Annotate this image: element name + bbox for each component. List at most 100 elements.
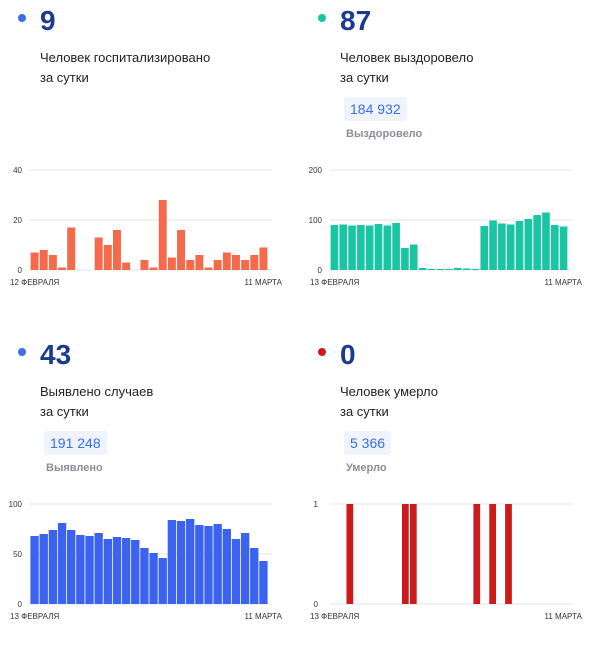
chart-bar xyxy=(418,268,427,270)
chart-bar xyxy=(204,526,213,604)
deaths-total-badge: 5 366 xyxy=(344,431,392,455)
chart-bar xyxy=(471,269,480,270)
chart-bar xyxy=(213,260,222,270)
x-end-label: 11 МАРТА xyxy=(245,612,283,621)
chart-bar xyxy=(348,225,356,270)
chart-bar xyxy=(402,504,409,604)
chart-bar xyxy=(259,247,268,270)
recovered-desc-line2: за сутки xyxy=(340,70,389,85)
chart-bar xyxy=(240,533,250,604)
cases-value: 43 xyxy=(40,339,72,370)
x-start-label: 13 ФЕВРАЛЯ xyxy=(310,612,359,621)
cases-desc-line1: Выявлено случаев xyxy=(40,384,154,399)
chart-bar xyxy=(409,504,417,604)
chart-bar xyxy=(112,537,122,604)
chart-bar xyxy=(176,521,186,604)
chart-bar xyxy=(401,248,409,270)
chart-bar xyxy=(195,255,204,270)
x-end-label: 11 МАРТА xyxy=(245,278,283,287)
chart-bar xyxy=(231,255,240,270)
chart-bar xyxy=(259,561,268,604)
y-tick-label: 1 xyxy=(314,500,319,509)
chart-bar xyxy=(158,200,167,270)
cases-desc-line2: за сутки xyxy=(40,404,89,419)
recovered-value: 87 xyxy=(340,5,372,36)
deaths-total-label: Умерло xyxy=(346,462,387,474)
chart-bar xyxy=(374,224,383,270)
chart-bar xyxy=(533,215,541,270)
chart-bar xyxy=(515,221,524,270)
chart-bar xyxy=(462,268,471,270)
chart-bar xyxy=(186,519,195,604)
x-end-label: 11 МАРТА xyxy=(545,278,583,287)
chart-bar xyxy=(365,225,374,270)
cases-dot-icon xyxy=(18,348,26,356)
y-tick-label: 0 xyxy=(18,600,23,609)
recovered-card: 87 Человек выздоровело за сутки 184 932 … xyxy=(300,0,590,318)
chart-bar xyxy=(542,212,550,270)
chart-bar xyxy=(94,533,103,604)
chart-bar xyxy=(122,262,131,270)
chart-bar xyxy=(250,255,259,270)
chart-bar xyxy=(149,267,158,270)
chart-bar xyxy=(204,267,213,270)
deaths-value: 0 xyxy=(340,339,356,370)
chart-bar xyxy=(103,245,112,270)
chart-bar xyxy=(498,223,506,270)
chart-bar xyxy=(524,219,533,270)
chart-bar xyxy=(121,538,131,604)
x-end-label: 11 МАРТА xyxy=(545,612,583,621)
x-start-label: 12 ФЕВРАЛЯ xyxy=(10,278,59,287)
chart-bar xyxy=(94,237,103,270)
chart-bar xyxy=(57,523,67,604)
deaths-dot-icon xyxy=(318,348,326,356)
chart-bar xyxy=(195,525,204,604)
cases-total-badge: 191 248 xyxy=(44,431,107,455)
chart-bar xyxy=(445,269,453,270)
chart-bar xyxy=(39,250,48,270)
recovered-chart: 0 100 200 13 ФЕВРАЛЯ 11 МАРТА xyxy=(309,166,583,287)
recovered-desc-line1: Человек выздоровело xyxy=(340,50,474,65)
chart-bar xyxy=(30,252,39,270)
deaths-desc-line2: за сутки xyxy=(340,404,389,419)
recovered-description: Человек выздоровело за сутки xyxy=(340,48,570,88)
x-start-label: 13 ФЕВРАЛЯ xyxy=(310,278,359,287)
chart-bar xyxy=(103,539,112,604)
recovered-dot-icon xyxy=(318,14,326,22)
chart-bar xyxy=(559,226,568,270)
chart-bar xyxy=(85,536,94,604)
chart-bar xyxy=(39,534,48,604)
chart-bar xyxy=(346,504,354,604)
cases-chart: 0 50 100 13 ФЕВРАЛЯ 11 МАРТА xyxy=(9,500,283,621)
hospitalized-value: 9 xyxy=(40,5,56,36)
chart-bar xyxy=(339,224,348,270)
chart-bar xyxy=(30,536,39,604)
chart-bar xyxy=(409,244,418,270)
cases-card: 43 Выявлено случаев за сутки 191 248 Выя… xyxy=(0,334,290,652)
deaths-card: 0 Человек умерло за сутки 5 366 Умерло 0… xyxy=(300,334,590,652)
recovered-total-label: Выздоровело xyxy=(346,128,423,140)
chart-bar xyxy=(392,223,400,270)
chart-bar xyxy=(454,268,462,270)
chart-bar xyxy=(505,504,512,604)
chart-bar xyxy=(473,504,481,604)
hospitalized-dot-icon xyxy=(18,14,26,22)
chart-bar xyxy=(489,220,497,270)
y-tick-label: 40 xyxy=(13,166,22,175)
chart-bar xyxy=(231,539,241,604)
chart-bar xyxy=(427,269,436,270)
deaths-description: Человек умерло за сутки xyxy=(340,382,570,422)
deaths-desc-line1: Человек умерло xyxy=(340,384,438,399)
y-tick-label: 20 xyxy=(13,216,22,225)
recovered-total-badge: 184 932 xyxy=(344,97,407,121)
chart-bar xyxy=(436,269,444,270)
y-tick-label: 0 xyxy=(314,600,319,609)
chart-bar xyxy=(357,225,365,270)
chart-bar xyxy=(222,252,231,270)
y-tick-label: 0 xyxy=(18,266,23,275)
chart-bar xyxy=(58,267,67,270)
deaths-chart: 0 1 13 ФЕВРАЛЯ 11 МАРТА xyxy=(310,500,583,621)
hospitalized-card: 9 Человек госпитализировано за сутки 0 20… xyxy=(0,0,290,318)
hospitalized-desc-line2: за сутки xyxy=(40,70,89,85)
hospitalized-desc-line1: Человек госпитализировано xyxy=(40,50,211,65)
